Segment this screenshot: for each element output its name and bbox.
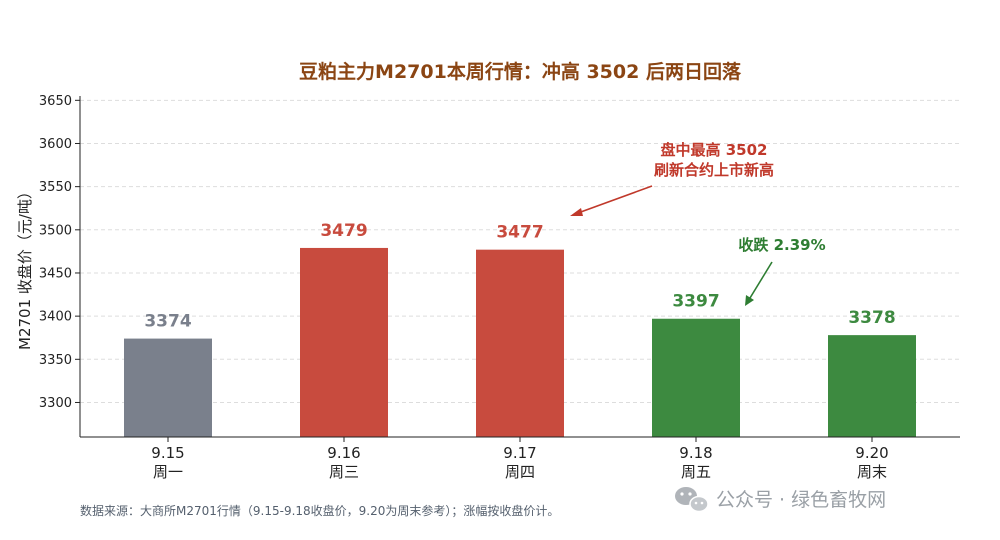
bar-9.18 — [652, 318, 740, 437]
bar-9.20 — [828, 335, 916, 437]
x-tick-date: 9.17 — [503, 444, 536, 462]
annotation-peak-line2: 刷新合约上市新高 — [654, 161, 774, 179]
source-note: 数据来源：大商所M2701行情（9.15-9.18收盘价，9.20为周末参考）；… — [80, 503, 559, 518]
x-tick-date: 9.15 — [151, 444, 184, 462]
value-labels: 3374 3479 3477 3397 3378 — [144, 221, 895, 332]
annotation-peak-line1: 盘中最高 3502 — [661, 141, 768, 159]
x-tick-weekday: 周一 — [153, 463, 183, 481]
bars — [124, 247, 916, 437]
y-ticks: 3300 3350 3400 3450 3500 3550 3600 3650 — [39, 94, 80, 411]
y-tick-label: 3300 — [39, 396, 72, 411]
annotation-drop: 收跌 2.39% — [738, 236, 826, 306]
annotation-drop-arrowhead — [745, 295, 754, 306]
y-tick-label: 3450 — [39, 266, 72, 281]
bar-value-label: 3479 — [320, 221, 367, 241]
bar-9.16 — [300, 247, 388, 437]
x-tick-weekday: 周三 — [329, 463, 359, 481]
x-tick-weekday: 周五 — [681, 463, 711, 481]
watermark-text: 公众号 · 绿色畜牧网 — [716, 489, 886, 511]
y-tick-label: 3350 — [39, 353, 72, 368]
x-tick-weekday: 周四 — [505, 463, 535, 481]
y-axis-label: M2701 收盘价（元/吨） — [16, 184, 34, 350]
annotation-peak: 盘中最高 3502 刷新合约上市新高 — [570, 141, 774, 216]
annotation-peak-arrowhead — [570, 208, 583, 216]
x-tick-date: 9.16 — [327, 444, 360, 462]
bar-value-label: 3477 — [496, 223, 543, 243]
y-tick-label: 3600 — [39, 137, 72, 152]
x-tick-date: 9.20 — [855, 444, 888, 462]
annotation-drop-text: 收跌 2.39% — [738, 236, 825, 254]
x-tick-weekday: 周末 — [857, 463, 887, 481]
y-tick-label: 3400 — [39, 310, 72, 325]
watermark: 公众号 · 绿色畜牧网 — [675, 487, 886, 513]
bar-9.17 — [476, 249, 564, 437]
bar-value-label: 3397 — [672, 292, 719, 312]
chart-title: 豆粕主力M2701本周行情：冲高 3502 后两日回落 — [299, 60, 742, 83]
x-tick-date: 9.18 — [679, 444, 712, 462]
y-tick-label: 3550 — [39, 180, 72, 195]
bar-value-label: 3378 — [848, 308, 895, 328]
annotation-drop-arrow — [749, 261, 773, 299]
bar-value-label: 3374 — [144, 312, 191, 332]
y-tick-label: 3650 — [39, 94, 72, 109]
y-tick-label: 3500 — [39, 223, 72, 238]
annotation-peak-arrow — [577, 185, 653, 214]
wechat-icon — [675, 487, 709, 513]
bar-9.15 — [124, 338, 212, 437]
